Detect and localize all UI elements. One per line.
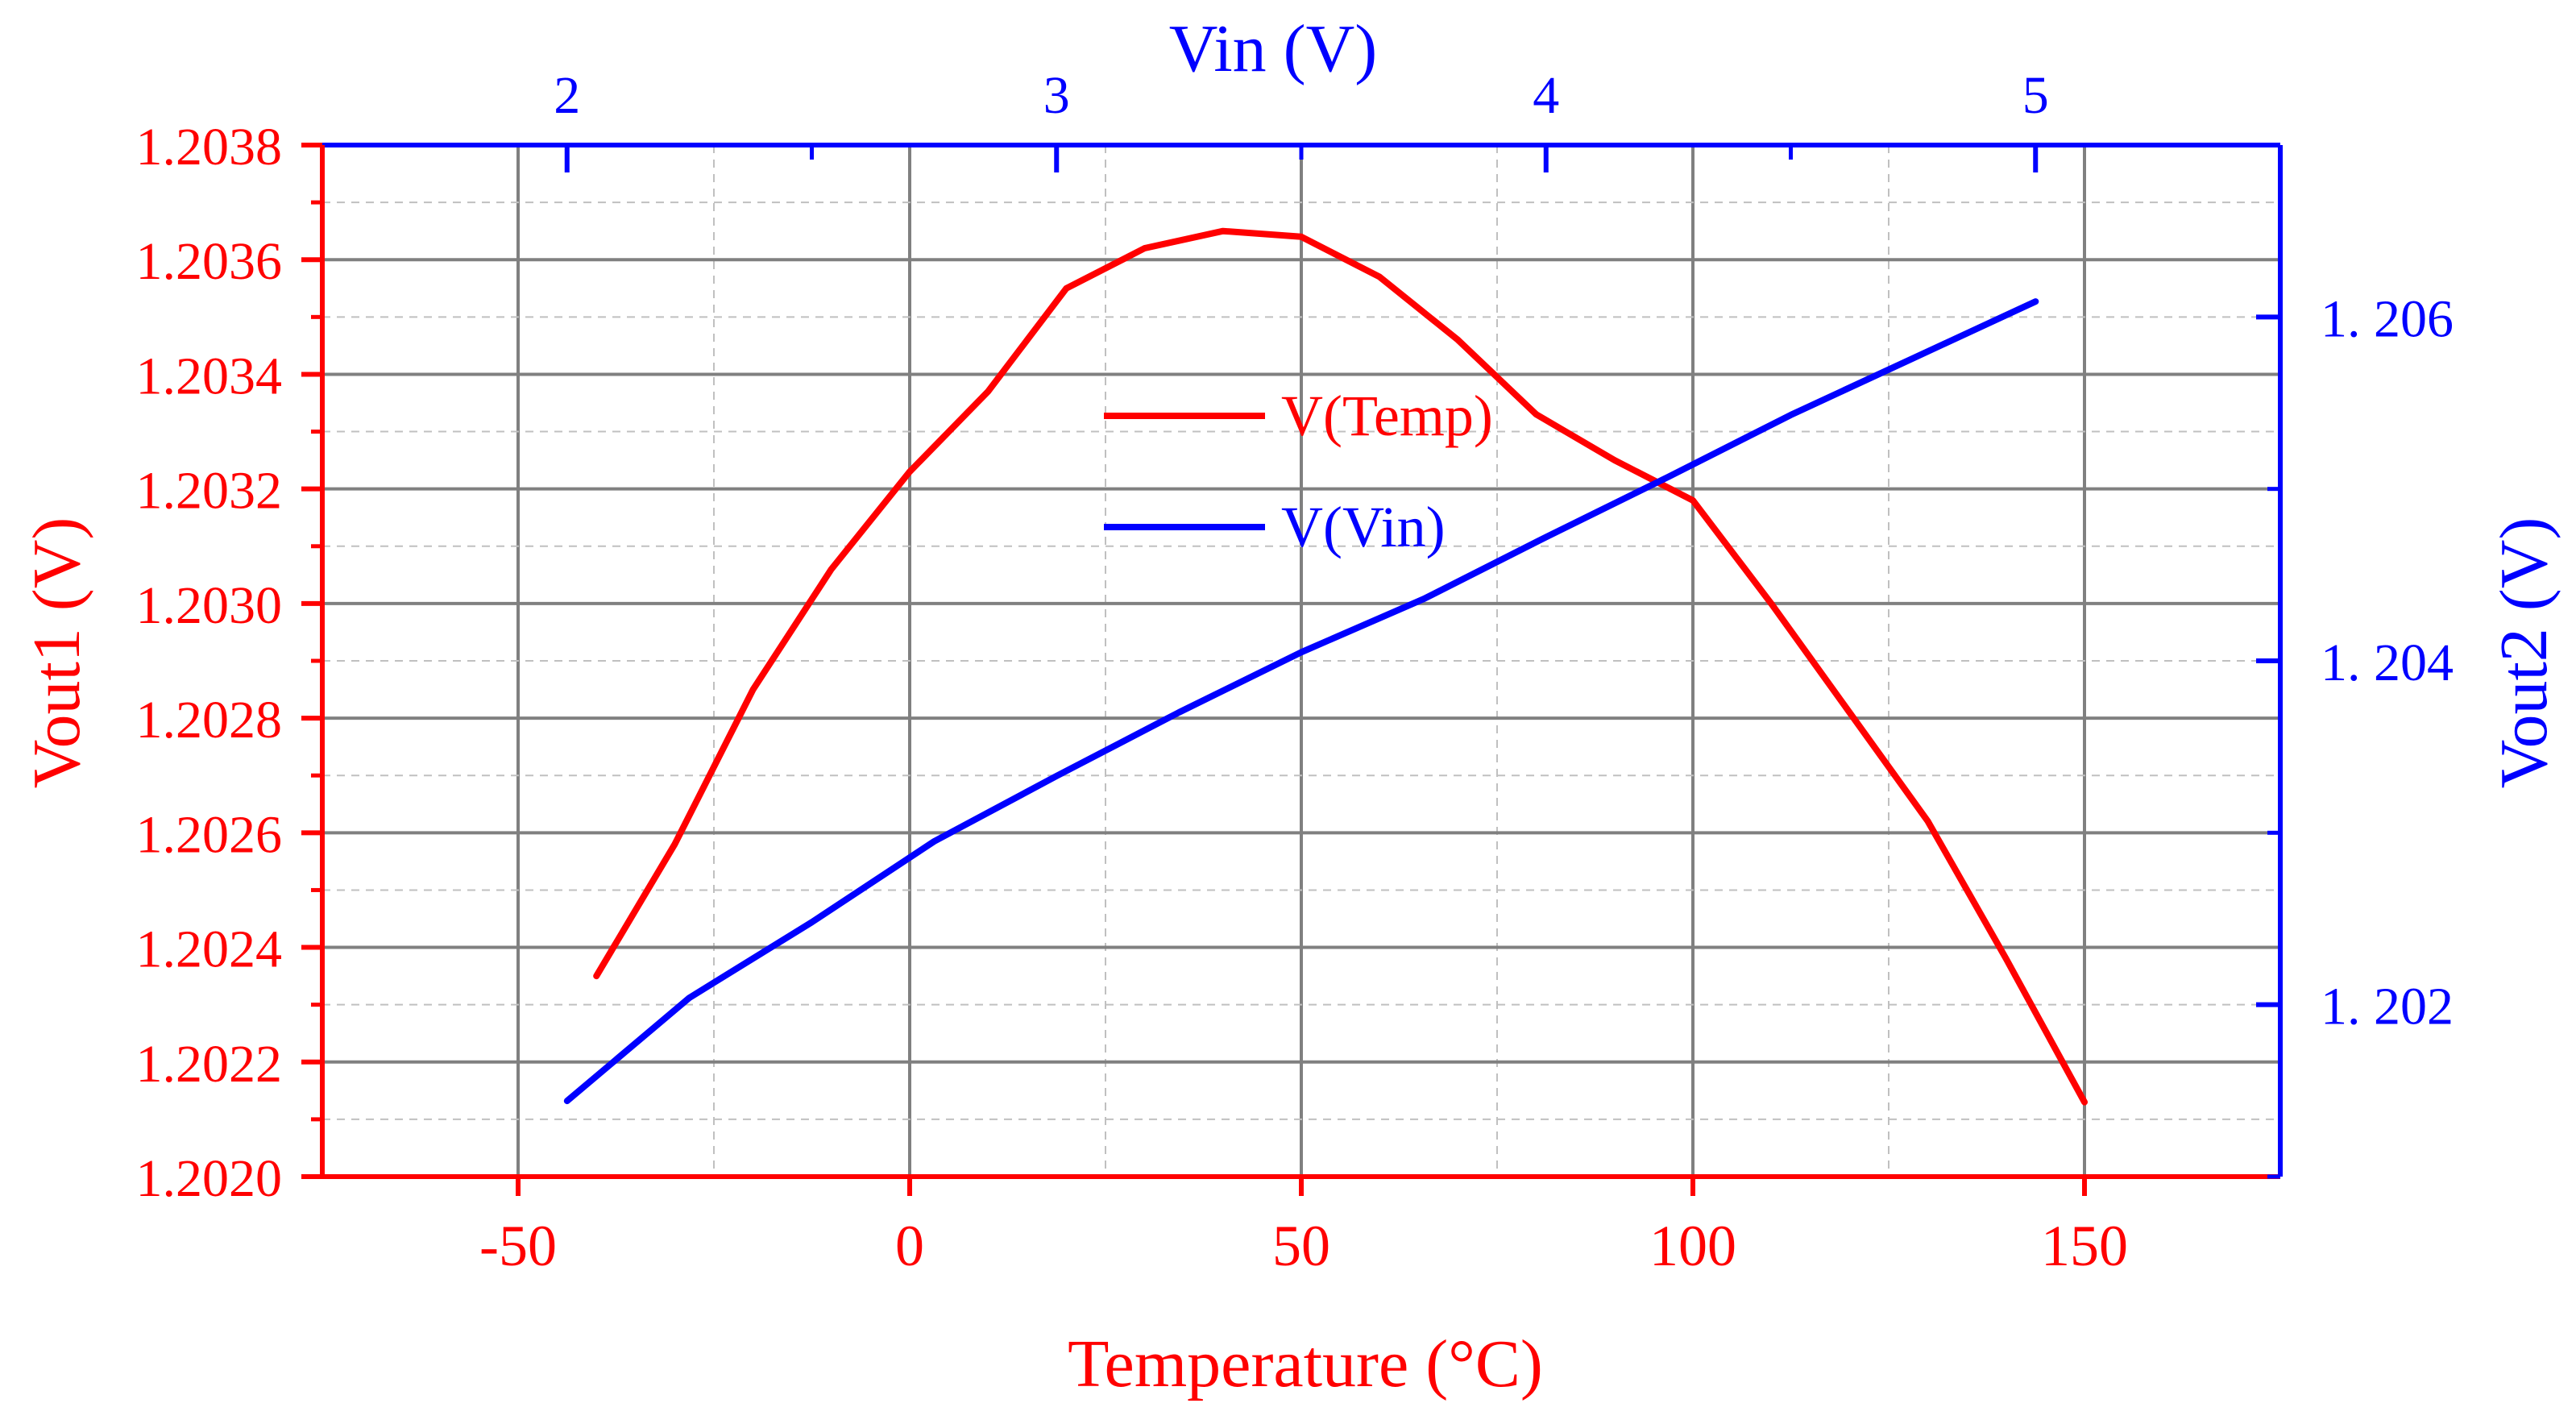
x-tick-label: 0 xyxy=(895,1214,924,1278)
series-line-v-temp xyxy=(593,227,2088,1106)
axes: -50 0 50 100 150 2 3 4 5 1.2020 1.2022 1.2024 1.2026… xyxy=(136,66,2454,1278)
left-tick-label: 1.2020 xyxy=(136,1149,283,1208)
left-tick-label: 1.2034 xyxy=(136,347,283,405)
x-tick-label: -50 xyxy=(479,1214,557,1278)
left-tick-label: 1.2030 xyxy=(136,576,283,635)
x-tick-label: 150 xyxy=(2041,1214,2128,1278)
right-tick-label: 1. 204 xyxy=(2321,633,2454,692)
left-tick-label: 1.2024 xyxy=(136,920,283,979)
x-tick-label: 100 xyxy=(1649,1214,1736,1278)
left-tick-label: 1.2032 xyxy=(136,462,283,521)
top-tick-label: 2 xyxy=(554,66,580,125)
left-tick-label: 1.2036 xyxy=(136,232,283,291)
top-axis-title: Vin (V) xyxy=(1169,11,1378,86)
legend-label-v-vin: V(Vin) xyxy=(1281,495,1446,559)
left-axis-title: Vout1 (V) xyxy=(19,517,94,789)
left-tick-label: 1.2026 xyxy=(136,805,283,864)
x-tick-label: 50 xyxy=(1272,1214,1330,1278)
right-axis-title: Vout2 (V) xyxy=(2487,517,2561,789)
left-tick-label: 1.2028 xyxy=(136,691,283,749)
grid xyxy=(322,145,2280,1177)
left-tick-label: 1.2022 xyxy=(136,1035,283,1094)
series-layer xyxy=(563,227,2088,1106)
top-tick-label: 5 xyxy=(2022,66,2049,125)
top-tick-label: 4 xyxy=(1533,66,1559,125)
right-tick-label: 1. 202 xyxy=(2321,978,2454,1036)
x-axis-title: Temperature (°C) xyxy=(1068,1327,1543,1401)
legend-label-v-temp: V(Temp) xyxy=(1281,384,1493,448)
right-tick-label: 1. 206 xyxy=(2321,289,2454,348)
series-line-v-vin xyxy=(563,298,2039,1105)
top-tick-label: 3 xyxy=(1043,66,1070,125)
legend: V(Temp) V(Vin) xyxy=(1104,384,1493,559)
left-tick-label: 1.2038 xyxy=(136,118,283,176)
